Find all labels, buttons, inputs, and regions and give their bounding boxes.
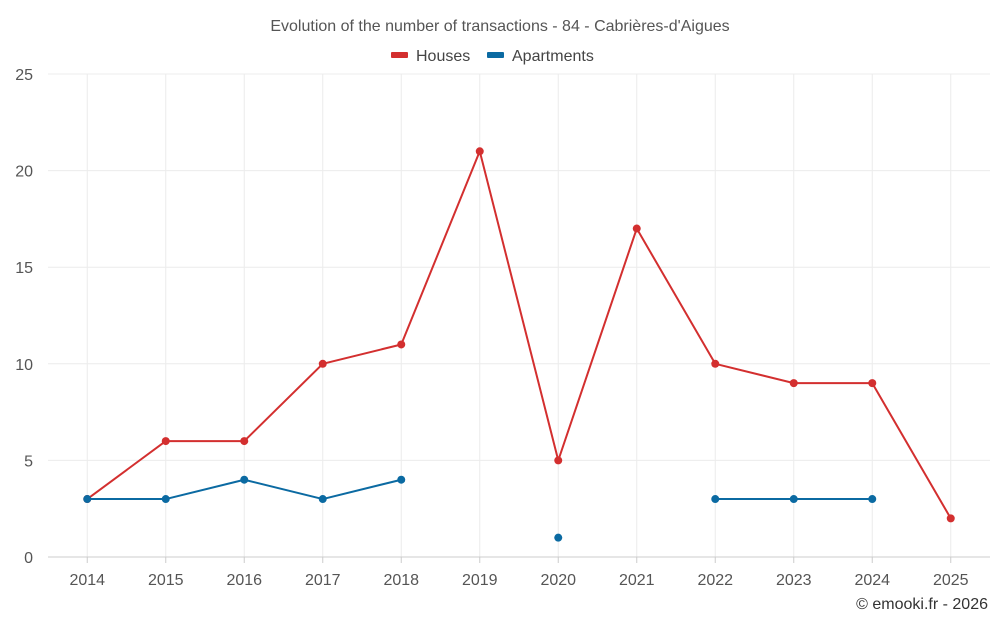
x-tick-label: 2025 [933, 572, 969, 589]
x-tick-label: 2020 [540, 572, 576, 589]
series-apartments [83, 475, 877, 542]
data-point-houses[interactable] [318, 359, 327, 368]
y-tick-label: 10 [15, 357, 33, 374]
data-point-apartments[interactable] [83, 495, 92, 504]
data-point-apartments[interactable] [397, 475, 406, 484]
x-tick-label: 2016 [226, 572, 262, 589]
data-point-houses[interactable] [868, 379, 877, 388]
data-point-apartments[interactable] [554, 533, 563, 542]
y-tick-label: 20 [15, 164, 33, 181]
data-point-houses[interactable] [789, 379, 798, 388]
x-tick-label: 2023 [776, 572, 812, 589]
y-tick-label: 0 [24, 550, 33, 567]
legend-item-houses[interactable]: Houses [391, 48, 470, 65]
x-tick-label: 2024 [854, 572, 890, 589]
legend-swatch-houses [391, 52, 408, 58]
x-tick-label: 2021 [619, 572, 655, 589]
legend-item-apartments[interactable]: Apartments [487, 48, 594, 65]
data-point-houses[interactable] [240, 437, 249, 446]
x-tick-label: 2019 [462, 572, 498, 589]
x-tick-label: 2022 [697, 572, 733, 589]
data-point-houses[interactable] [711, 359, 720, 368]
data-point-houses[interactable] [946, 514, 955, 523]
x-tick-label: 2018 [383, 572, 419, 589]
x-tick-label: 2017 [305, 572, 341, 589]
data-point-houses[interactable] [397, 340, 406, 349]
data-point-houses[interactable] [475, 147, 484, 156]
legend: Houses Apartments [391, 48, 594, 65]
y-tick-label: 5 [24, 453, 33, 470]
data-point-apartments[interactable] [161, 495, 170, 504]
credit-text: © emooki.fr - 2026 [856, 596, 988, 613]
series-houses [83, 147, 955, 523]
data-point-houses[interactable] [161, 437, 170, 446]
data-point-apartments[interactable] [711, 495, 720, 504]
data-point-apartments[interactable] [868, 495, 877, 504]
series-line-houses [86, 150, 952, 519]
series [83, 147, 955, 542]
y-tick-label: 15 [15, 260, 33, 277]
x-tick-label: 2015 [148, 572, 184, 589]
data-point-apartments[interactable] [789, 495, 798, 504]
legend-label-houses: Houses [416, 48, 470, 65]
legend-swatch-apartments [487, 52, 504, 58]
data-point-houses[interactable] [554, 456, 563, 465]
data-point-apartments[interactable] [240, 475, 249, 484]
data-point-apartments[interactable] [318, 495, 327, 504]
chart-title: Evolution of the number of transactions … [270, 18, 729, 35]
legend-label-apartments: Apartments [512, 48, 594, 65]
data-point-houses[interactable] [632, 224, 641, 233]
grid [48, 73, 990, 557]
x-tick-label: 2014 [69, 572, 105, 589]
y-tick-label: 25 [15, 67, 33, 84]
